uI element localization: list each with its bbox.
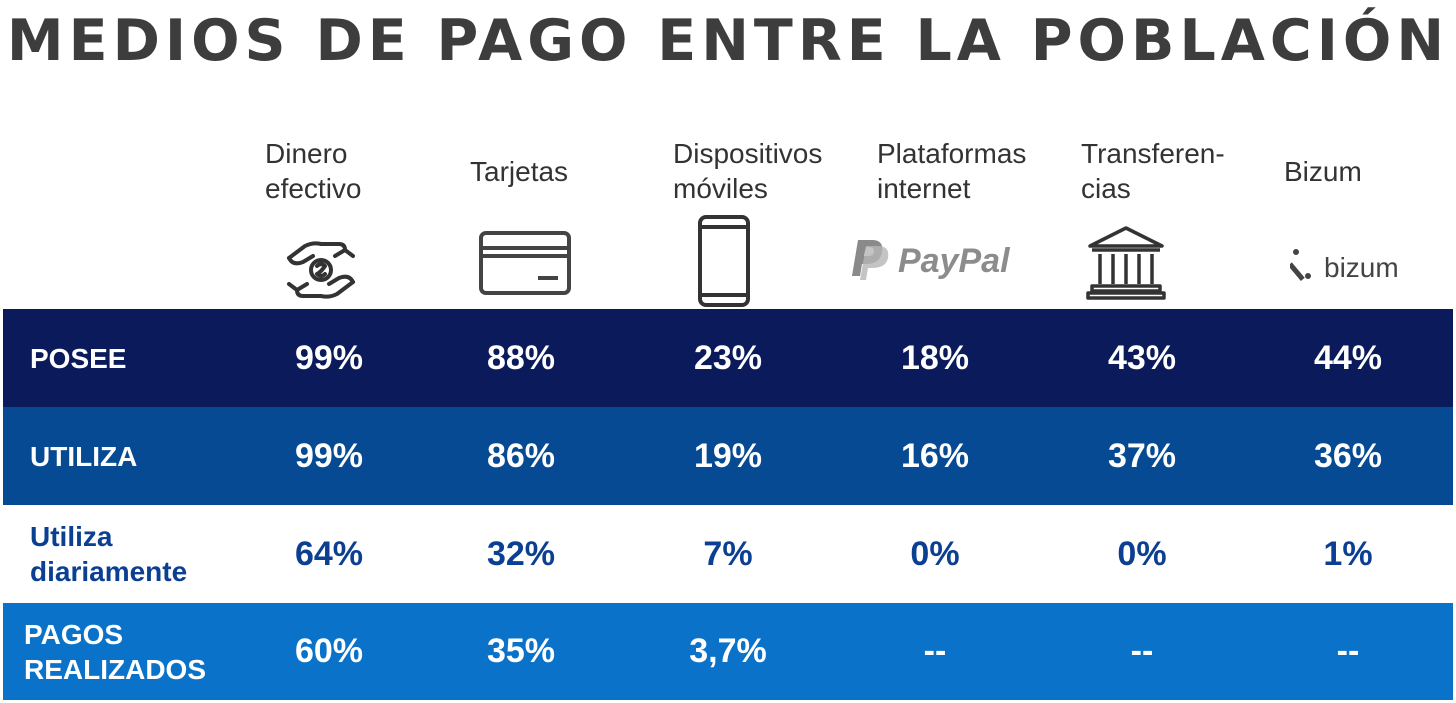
column-header-mobile: Dispositivos móviles [673,138,823,204]
table-cell: 19% [693,436,763,475]
row-label: POSEE [30,342,127,374]
table-cell: 32% [486,534,556,573]
table-cell: 18% [900,338,970,377]
table-cell: 0% [1117,534,1167,573]
column-header-cards: Tarjetas [470,155,569,187]
table-cell: 43% [1107,338,1177,377]
table-cell: 44% [1313,338,1383,377]
table-cell: -- [1130,632,1154,670]
table-cell: 23% [693,338,763,377]
table-cell: 60% [294,632,364,670]
row-label: PAGOS REALIZADOS [24,618,206,685]
column-header-bizum: Bizum [1284,155,1362,187]
paypal-logo-icon: PayPal [852,240,1011,280]
table-cell: 7% [703,534,753,573]
column-header-cash: Dinero efectivo [265,138,362,204]
table-row-utiliza-diariamente: Utiliza diariamente 64% 32% 7% 0% 0% 1% [3,505,1453,603]
row-label: Utiliza diariamente [30,521,188,587]
table-cell: 16% [900,436,970,475]
table-row-posee: POSEE 99% 88% 23% 18% 43% 44% [3,309,1453,407]
table-cell: 86% [486,436,556,475]
table-cell: 1% [1323,534,1373,573]
paypal-logo-text: PayPal [898,242,1011,280]
table-cell: 35% [486,632,556,670]
table-row-pagos-realizados: PAGOS REALIZADOS 60% 35% 3,7% -- -- -- [3,603,1453,700]
table-cell: -- [923,632,947,670]
bizum-logo-text: bizum [1324,252,1399,283]
column-header-internet: Plataformas internet [877,138,1027,204]
table-cell: 36% [1313,436,1383,475]
table-cell: 88% [486,338,556,377]
smartphone-icon [698,215,750,307]
table-cell: 64% [294,534,364,573]
table-cell: 3,7% [689,632,767,670]
table-cell: 0% [910,534,960,573]
row-label: UTILIZA [30,440,138,472]
bank-icon [1086,226,1166,300]
table-cell: 99% [294,436,364,475]
cash-hand-icon [287,241,355,299]
column-header-transfers: Transferen- cias [1081,138,1225,204]
table-cell: 99% [294,338,364,377]
table-row-utiliza: UTILIZA 99% 86% 19% 16% 37% 36% [3,407,1453,505]
table-cell: 37% [1107,436,1177,475]
table-cell: -- [1336,632,1360,670]
page-title: MEDIOS DE PAGO ENTRE LA POBLACIÓN [6,8,1450,74]
credit-card-icon [479,231,571,295]
bizum-logo-icon: bizum [1290,249,1399,283]
